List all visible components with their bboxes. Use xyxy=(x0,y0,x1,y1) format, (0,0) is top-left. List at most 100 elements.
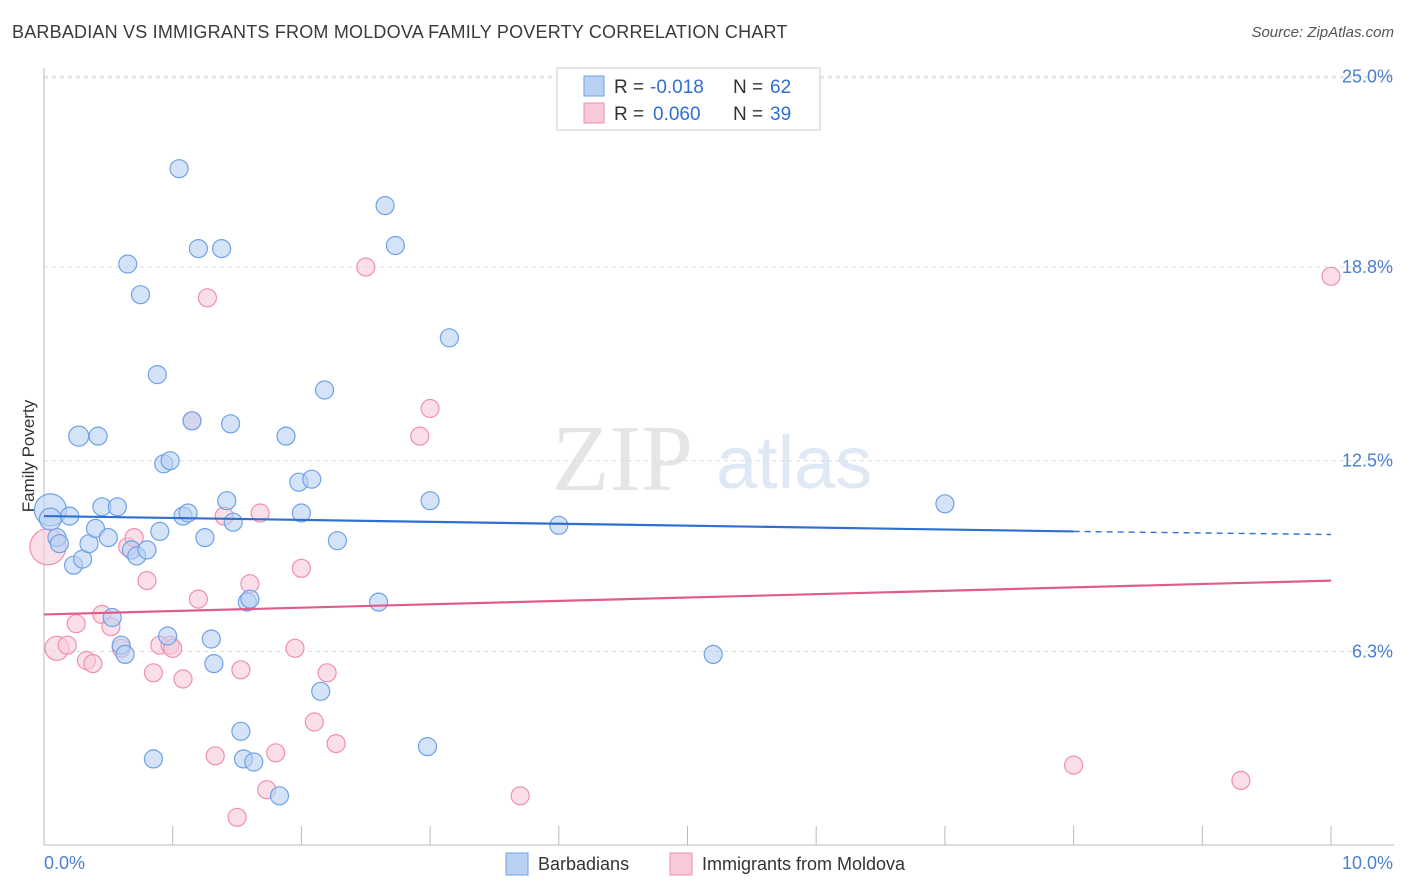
x-ticks xyxy=(43,826,1332,845)
barbadian-point xyxy=(327,531,347,551)
moldova-point xyxy=(410,426,430,446)
barbadian-point xyxy=(302,469,322,489)
moldova-point xyxy=(143,663,163,683)
barbadian-point xyxy=(88,426,108,446)
barbadian-point xyxy=(375,196,395,216)
legend-n-value-1: 62 xyxy=(770,77,791,98)
moldova-point xyxy=(1231,770,1251,791)
watermark-atlas: atlas xyxy=(716,421,872,504)
moldova-point xyxy=(197,288,217,308)
moldova-point xyxy=(173,669,193,689)
barbadian-point xyxy=(935,494,955,514)
barbadian-point xyxy=(549,515,569,535)
barbadian-point xyxy=(276,426,296,446)
barbadian-point xyxy=(212,239,232,259)
barbadian-point xyxy=(147,365,167,385)
legend-n-label-2: N = xyxy=(733,104,763,125)
barbadian-point xyxy=(102,607,122,628)
barbadian-point xyxy=(240,589,260,609)
moldova-point xyxy=(1063,755,1084,775)
barbadian-point xyxy=(115,644,135,665)
watermark-zip: ZIP xyxy=(552,407,693,511)
legend-n-label-1: N = xyxy=(733,77,763,98)
y-tick-label: 18.8% xyxy=(1342,257,1393,277)
barbadian-point xyxy=(217,491,237,511)
moldova-point xyxy=(304,712,324,732)
moldova-point xyxy=(231,660,251,680)
moldova-point xyxy=(510,786,530,806)
moldova-point xyxy=(326,733,346,754)
barbadian-point xyxy=(188,239,208,259)
barbadian-point xyxy=(49,534,70,554)
legend-r-value-2: 0.060 xyxy=(653,104,701,125)
barbadian-point xyxy=(223,512,243,532)
y-tick-label: 6.3% xyxy=(1352,641,1393,661)
moldova-point xyxy=(66,614,86,634)
legend-r-label-1: R = xyxy=(614,77,644,98)
barbadian-point xyxy=(231,721,251,741)
barbadian-point xyxy=(311,681,331,701)
barbadian-trend-extension xyxy=(1073,530,1332,536)
barbadian-point xyxy=(143,749,163,769)
barbadian-point xyxy=(98,527,118,548)
data-points xyxy=(29,159,1341,827)
barbadian-point xyxy=(201,629,221,649)
moldova-point xyxy=(285,638,305,658)
barbadian-point xyxy=(420,491,440,511)
moldova-point xyxy=(266,743,286,763)
barbadian-point xyxy=(118,254,138,274)
barbadian-point xyxy=(244,752,264,772)
bottom-legend-swatch-barbadians xyxy=(505,852,529,876)
barbadian-point xyxy=(107,497,128,517)
barbadian-point xyxy=(369,592,389,612)
y-axis-title: Family Poverty xyxy=(19,399,38,512)
x-tick-label-min: 0.0% xyxy=(44,853,85,873)
barbadian-point xyxy=(195,527,215,548)
moldova-point xyxy=(1321,266,1341,286)
barbadian-point xyxy=(169,159,189,179)
barbadian-point xyxy=(160,451,180,471)
moldova-point xyxy=(83,653,103,674)
moldova-point xyxy=(57,635,77,655)
y-tick-label: 25.0% xyxy=(1342,66,1393,86)
legend-r-label-2: R = xyxy=(614,104,644,125)
barbadian-point xyxy=(38,507,63,531)
barbadian-point xyxy=(221,414,241,434)
moldova-point xyxy=(250,503,270,523)
moldova-point xyxy=(188,589,208,609)
trend-lines xyxy=(43,514,1332,616)
moldova-point xyxy=(137,570,157,591)
barbadian-point xyxy=(137,540,157,560)
bottom-legend: Barbadians Immigrants from Moldova xyxy=(505,852,906,876)
bottom-legend-swatch-moldova xyxy=(669,852,693,876)
legend-swatch-moldova xyxy=(583,102,605,124)
y-tick-labels: 6.3% 12.5% 18.8% 25.0% xyxy=(1342,66,1393,661)
bottom-legend-label-moldova: Immigrants from Moldova xyxy=(702,854,906,874)
bottom-legend-label-barbadians: Barbadians xyxy=(538,854,629,874)
moldova-point xyxy=(291,558,311,578)
chart-title: BARBADIAN VS IMMIGRANTS FROM MOLDOVA FAM… xyxy=(12,22,788,42)
legend-r-value-1: -0.018 xyxy=(650,77,704,98)
moldova-point xyxy=(227,807,247,827)
barbadian-point xyxy=(417,736,438,757)
barbadian-point xyxy=(150,521,170,542)
source-label: Source: ZipAtlas.com xyxy=(1251,24,1394,41)
barbadian-point xyxy=(439,328,459,348)
y-tick-label: 12.5% xyxy=(1342,451,1393,471)
barbadian-point xyxy=(68,425,90,447)
barbadian-point xyxy=(291,503,311,523)
moldova-point xyxy=(356,257,376,277)
barbadian-point xyxy=(269,786,290,806)
barbadian-point xyxy=(385,235,405,256)
moldova-trend-line xyxy=(43,579,1332,616)
moldova-point xyxy=(420,398,440,419)
barbadian-point xyxy=(703,644,723,665)
legend-n-value-2: 39 xyxy=(770,104,791,125)
barbadian-point xyxy=(182,411,202,431)
x-tick-label-max: 10.0% xyxy=(1342,853,1393,873)
barbadian-point xyxy=(130,285,151,305)
moldova-point xyxy=(317,663,337,683)
legend-swatch-barbadians xyxy=(583,75,605,97)
gridlines xyxy=(44,75,1394,652)
